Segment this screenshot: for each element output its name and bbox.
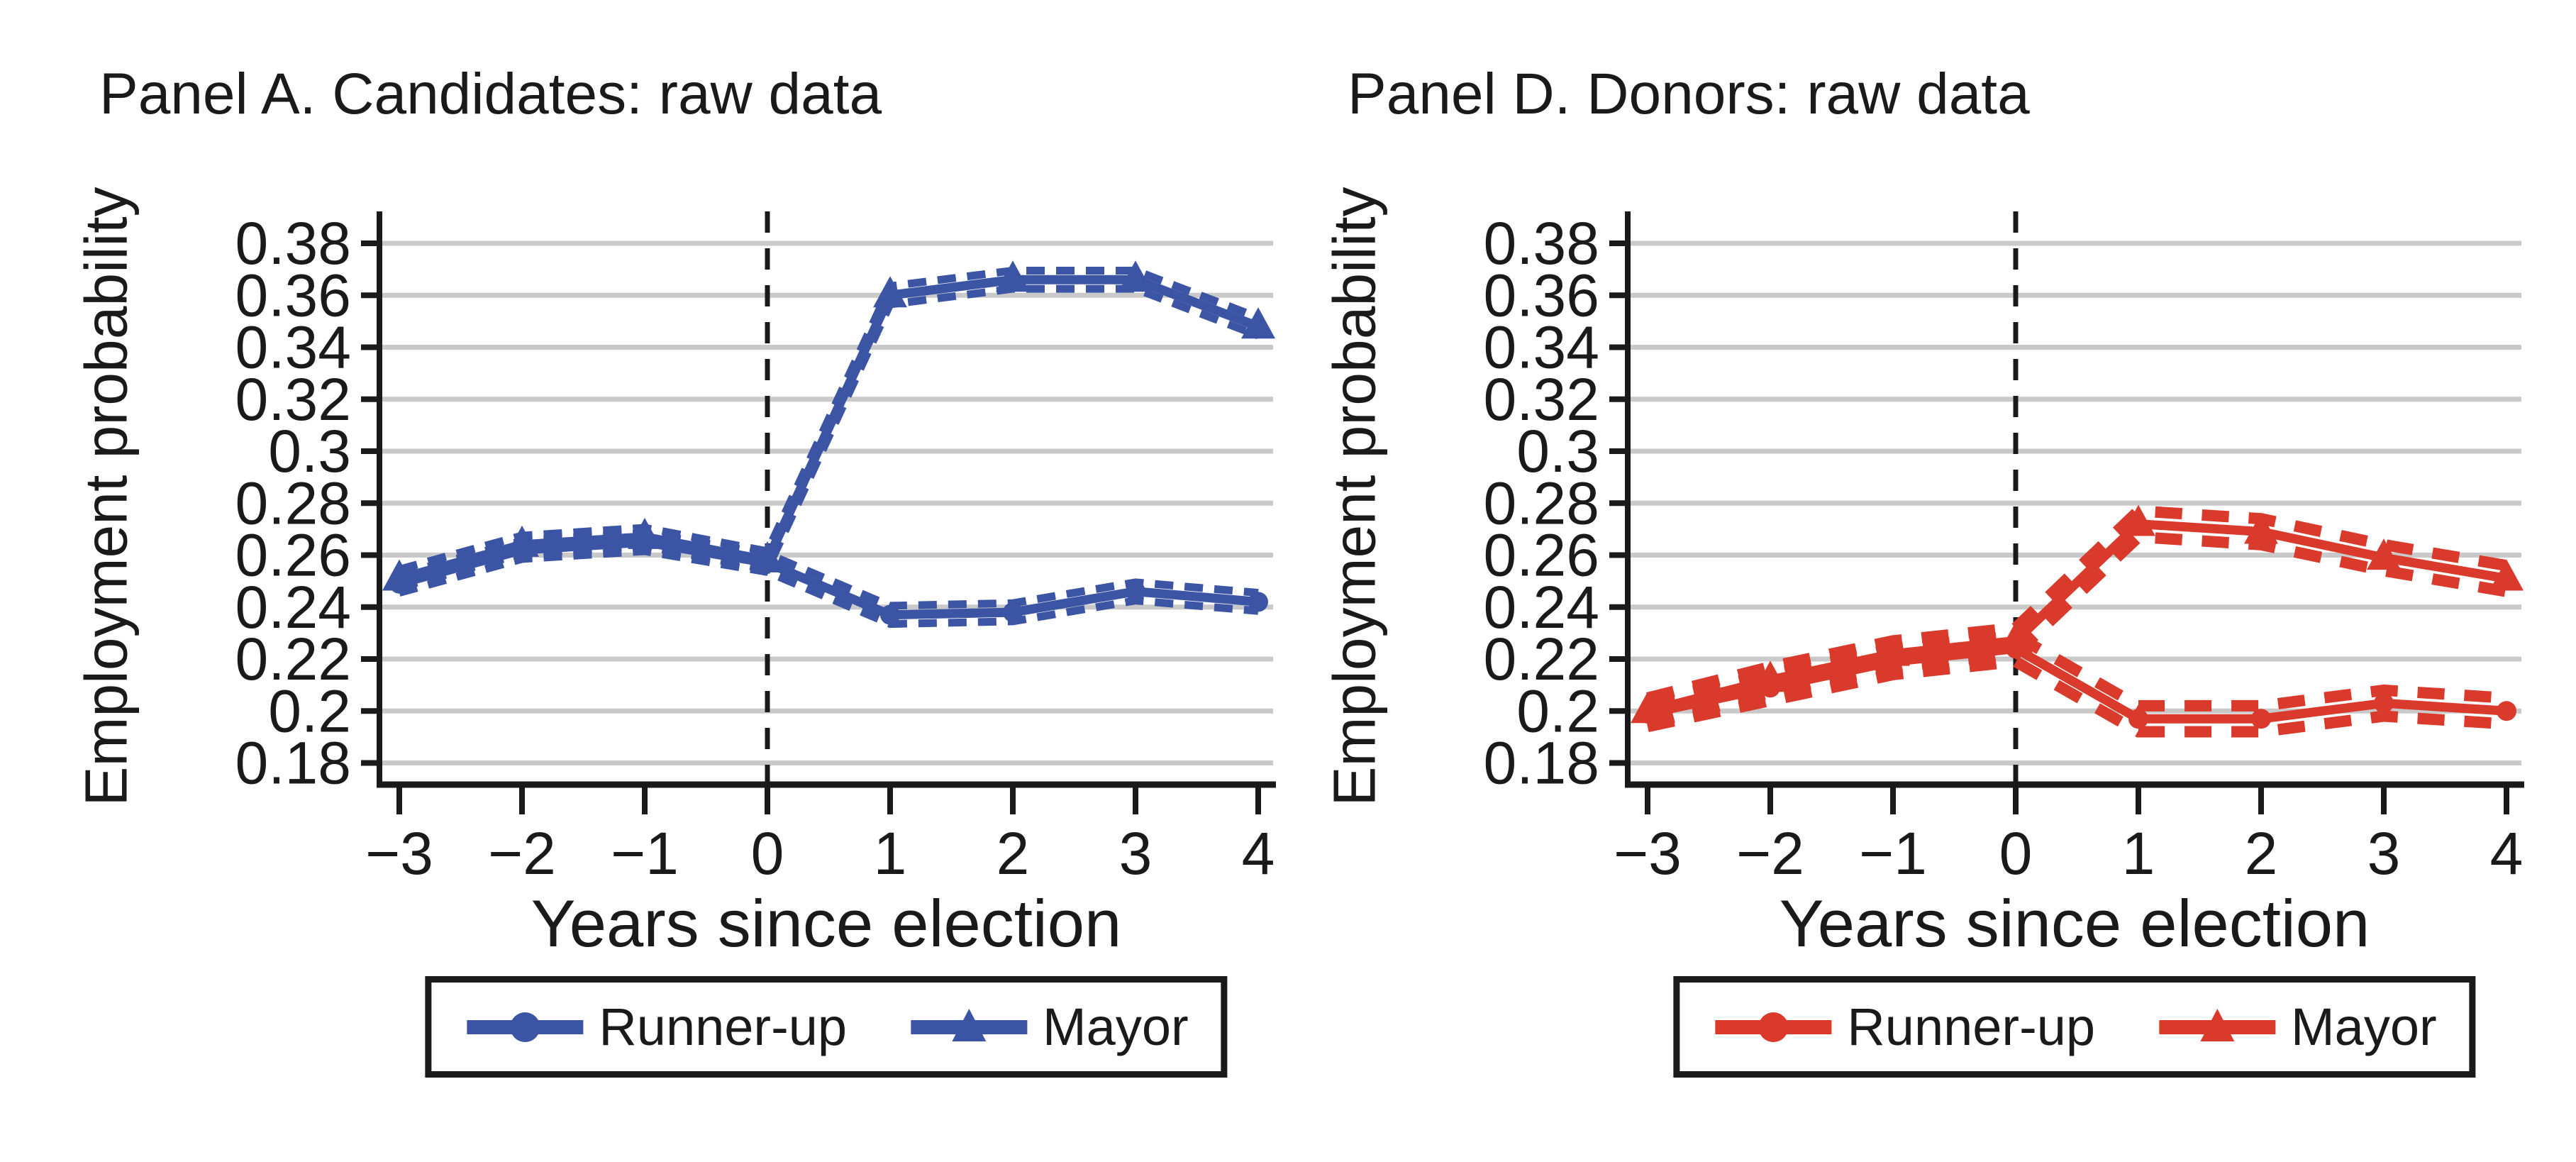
triangle-marker-icon <box>952 1008 987 1041</box>
series-mayor-marker <box>996 260 1030 292</box>
series-mayor-marker <box>2367 538 2401 570</box>
series-mayor-ci-upper <box>1646 505 2508 704</box>
legend-label: Runner-up <box>599 997 848 1056</box>
series-mayor-marker <box>2244 512 2278 544</box>
legend: Runner-up Mayor <box>1673 976 2476 1078</box>
y-tick-label: 0.18 <box>235 730 352 797</box>
y-tick-label: 0.34 <box>235 314 352 381</box>
series-mayor-marker <box>1876 634 1910 666</box>
y-tick-label: 0.32 <box>235 366 352 433</box>
x-tick-label: 2 <box>996 820 1030 887</box>
series-mayor-marker <box>505 525 539 557</box>
series-runner-up-marker <box>1126 581 1145 602</box>
x-tick-label: 2 <box>2245 820 2278 887</box>
series-runner-up-line <box>398 537 1259 620</box>
y-tick-label: 0.34 <box>1484 314 1600 381</box>
y-tick-label: 0.28 <box>235 470 352 536</box>
x-tick-label: 1 <box>874 820 907 887</box>
series-runner-up-ci-lower <box>1646 655 2507 738</box>
y-tick-label: 0.2 <box>268 677 351 744</box>
legend-line-triangle-icon <box>2159 1008 2276 1041</box>
series-mayor-marker <box>1118 260 1153 292</box>
legend-line-circle-icon <box>467 1012 584 1042</box>
x-tick-label: 0 <box>751 820 784 887</box>
y-tick-label: 0.3 <box>1516 418 1599 485</box>
legend-line-triangle-icon <box>911 1008 1028 1041</box>
panel-title: Panel D. Donors: raw data <box>1348 62 2030 126</box>
series-runner-up-marker <box>880 604 900 625</box>
series-mayor-marker <box>1631 692 1665 724</box>
series-runner-up-marker <box>1248 592 1268 612</box>
panel-donors: Panel D. Donors: raw data Employment pro… <box>1248 0 2576 1162</box>
series-mayor-marker <box>1999 621 2033 653</box>
y-tick-label: 0.26 <box>1484 522 1600 589</box>
x-tick-label: −2 <box>1736 820 1804 887</box>
y-tick-label: 0.18 <box>1484 730 1600 797</box>
x-tick-label: 4 <box>2490 820 2524 887</box>
y-tick-label: 0.3 <box>268 418 351 485</box>
circle-marker-icon <box>510 1012 540 1042</box>
x-tick-label: −2 <box>488 820 556 887</box>
panel-title: Panel A. Candidates: raw data <box>99 62 882 126</box>
x-tick-label: 4 <box>1242 820 1275 887</box>
series-mayor-marker <box>628 517 662 549</box>
x-tick-label: −1 <box>1859 820 1927 887</box>
series-mayor-line <box>1646 519 2508 716</box>
series-mayor-ci-lower <box>1646 531 2508 730</box>
plot-area: 0.380.360.340.320.30.280.260.240.220.20.… <box>1484 210 2524 887</box>
legend-item-mayor: Mayor <box>908 997 1189 1057</box>
circle-marker-icon <box>1758 1012 1789 1042</box>
series-runner-up-marker <box>2251 709 2271 729</box>
y-tick-label: 0.38 <box>235 210 352 277</box>
x-tick-label: −3 <box>365 820 433 887</box>
y-tick-label: 0.38 <box>1484 210 1600 277</box>
series-runner-up-marker <box>1003 602 1023 623</box>
series-mayor-marker <box>2121 504 2155 536</box>
x-tick-label: 3 <box>2367 820 2401 887</box>
legend: Runner-up Mayor <box>425 976 1228 1078</box>
x-axis-title: Years since election <box>531 886 1122 961</box>
series-mayor-marker <box>873 276 907 308</box>
y-tick-label: 0.24 <box>1484 574 1600 641</box>
series-runner-up-marker <box>2374 693 2394 714</box>
y-tick-label: 0.24 <box>235 574 352 641</box>
x-tick-label: −1 <box>611 820 679 887</box>
y-tick-label: 0.36 <box>235 262 352 328</box>
legend-item-runner-up: Runner-up <box>1712 997 2095 1057</box>
legend-label: Runner-up <box>1847 997 2096 1056</box>
plot-area: 0.380.360.340.320.30.280.260.240.220.20.… <box>235 210 1276 887</box>
triangle-marker-icon <box>2200 1008 2235 1041</box>
y-tick-label: 0.32 <box>1484 366 1600 433</box>
legend-line-circle-icon <box>1715 1012 1832 1042</box>
series-mayor-marker <box>382 559 416 591</box>
series-mayor-marker <box>1753 660 1787 692</box>
legend-item-runner-up: Runner-up <box>464 997 847 1057</box>
legend-label: Mayor <box>1043 997 1189 1056</box>
series-mayor-marker <box>2489 559 2524 591</box>
x-tick-label: −3 <box>1614 820 1682 887</box>
series-runner-up-ci-upper <box>1646 629 2507 712</box>
legend-item-mayor: Mayor <box>2156 997 2437 1057</box>
y-tick-label: 0.28 <box>1484 470 1600 536</box>
series-runner-up-marker <box>2128 709 2148 729</box>
x-tick-label: 0 <box>1999 820 2033 887</box>
series-mayor-line <box>398 275 1260 583</box>
series-mayor-marker <box>1241 307 1275 339</box>
y-tick-label: 0.26 <box>235 522 352 589</box>
series-runner-up-marker <box>2497 701 2516 721</box>
x-axis-title: Years since election <box>1779 886 2370 961</box>
y-tick-label: 0.22 <box>235 626 352 692</box>
legend-label: Mayor <box>2291 997 2437 1056</box>
y-tick-label: 0.2 <box>1516 677 1599 744</box>
series-mayor-marker <box>750 541 784 572</box>
panel-candidates: Panel A. Candidates: raw data Employment… <box>73 62 1276 1078</box>
x-tick-label: 1 <box>2122 820 2155 887</box>
y-tick-label: 0.22 <box>1484 626 1600 692</box>
x-tick-label: 3 <box>1119 820 1153 887</box>
y-tick-label: 0.36 <box>1484 262 1600 328</box>
